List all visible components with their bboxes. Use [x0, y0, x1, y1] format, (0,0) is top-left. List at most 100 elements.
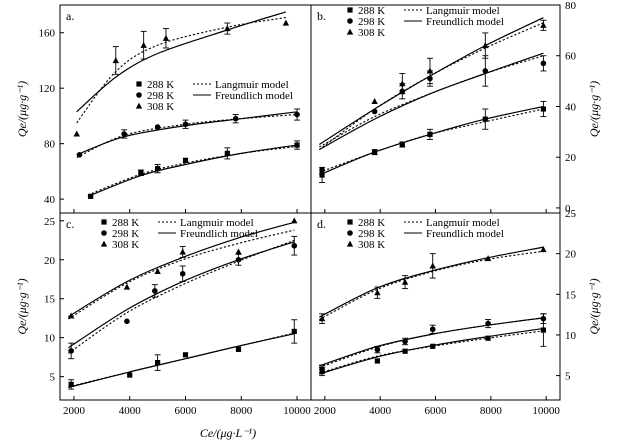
- y-tick-label: 40: [565, 101, 577, 113]
- data-point: [540, 106, 546, 112]
- data-point: [540, 246, 547, 253]
- data-point: [374, 289, 381, 296]
- data-point: [182, 352, 189, 358]
- y-tick-label: 25: [565, 208, 577, 220]
- langmuir-curve: [319, 330, 544, 374]
- data-point: [68, 348, 74, 354]
- data-point: [402, 338, 408, 345]
- y-tick-label: 15: [565, 289, 577, 301]
- y-axis-label: Qe/(μg·g⁻¹): [587, 81, 601, 137]
- langmuir-curve: [318, 22, 544, 151]
- legend-label: Langmuir model: [426, 217, 500, 229]
- data-point: [152, 288, 158, 294]
- legend-marker: [346, 240, 354, 247]
- legend-label: 308 K: [147, 101, 174, 113]
- legend-label: Freundlich model: [426, 16, 504, 28]
- langmuir-curve: [68, 239, 295, 354]
- panel-label: d.: [317, 217, 326, 231]
- y-tick-label: 5: [50, 372, 56, 384]
- data-point: [540, 21, 547, 28]
- data-point: [374, 346, 381, 353]
- data-point: [540, 315, 547, 322]
- data-point: [540, 327, 546, 333]
- y-tick-label: 20: [565, 249, 577, 261]
- legend-label: 298 K: [147, 90, 174, 102]
- y-tick-label: 10: [44, 333, 56, 345]
- data-point: [235, 346, 242, 352]
- panel-c: c. 5 10 15 20 25 2000 4000 6000 8000 10000 Qe/(μg·g…: [15, 212, 312, 417]
- data-point: [485, 335, 491, 341]
- legend-label: 288 K: [358, 217, 385, 229]
- data-point: [179, 270, 186, 277]
- x-tick-label: 6000: [425, 405, 448, 417]
- data-point: [291, 242, 298, 249]
- data-point: [124, 318, 130, 325]
- data-point: [319, 172, 325, 178]
- data-point: [485, 320, 491, 327]
- series-298-K: [68, 235, 298, 360]
- legend-label: Freundlich model: [180, 228, 258, 240]
- data-point: [224, 150, 230, 156]
- data-point: [232, 115, 239, 122]
- data-point: [291, 217, 298, 224]
- legend-label: 288 K: [112, 217, 139, 229]
- y-axis-label: Qe/(μg·g⁻¹): [587, 278, 601, 334]
- series-308-K: [318, 246, 547, 325]
- legend-label: Langmuir model: [215, 79, 289, 91]
- data-point: [319, 366, 325, 372]
- data-point: [282, 19, 290, 26]
- data-point: [67, 312, 75, 319]
- data-point: [427, 131, 433, 137]
- y-tick-label: 160: [39, 28, 56, 40]
- y-tick-label: 0: [565, 203, 571, 215]
- data-point: [319, 167, 325, 173]
- data-point: [73, 130, 80, 137]
- legend-label: 298 K: [358, 16, 385, 28]
- data-point: [484, 255, 492, 262]
- data-point: [235, 248, 242, 255]
- panel-label: a.: [66, 9, 74, 23]
- data-point: [138, 170, 144, 176]
- legend-label: 298 K: [358, 228, 385, 240]
- legend-marker: [100, 240, 108, 247]
- legend-label: Langmuir model: [180, 217, 254, 229]
- legend-label: 308 K: [358, 239, 385, 251]
- data-point: [155, 360, 161, 366]
- data-point: [224, 25, 231, 32]
- y-tick-label: 10: [565, 330, 577, 342]
- series-308-K: [67, 217, 298, 320]
- series-288-K: [68, 319, 298, 390]
- x-axis-label: Ce/(μg·L⁻¹): [200, 426, 256, 440]
- x-tick-label: 4000: [369, 405, 392, 417]
- series-308-K: [318, 17, 547, 151]
- legend-marker: [136, 92, 142, 98]
- data-point: [402, 348, 408, 354]
- legend-marker: [347, 7, 353, 13]
- legend-marker: [347, 219, 353, 225]
- data-point: [429, 262, 436, 269]
- langmuir-curve: [76, 16, 286, 124]
- x-tick-label: 4000: [119, 405, 142, 417]
- data-point: [88, 193, 94, 199]
- data-point: [291, 328, 297, 335]
- data-point: [182, 121, 189, 128]
- x-tick-label: 8000: [480, 405, 503, 417]
- data-point: [371, 97, 378, 104]
- legend-label: 288 K: [147, 79, 174, 91]
- y-tick-label: 20: [44, 255, 56, 267]
- y-tick-label: 40: [44, 194, 56, 206]
- y-axis-label: Qe/(μg·g⁻¹): [15, 81, 29, 137]
- freundlich-curve: [68, 333, 295, 389]
- y-tick-label: 80: [44, 139, 56, 151]
- data-point: [179, 248, 186, 255]
- data-point: [482, 116, 488, 122]
- legend-marker: [346, 28, 354, 35]
- panel-label: c.: [66, 217, 74, 231]
